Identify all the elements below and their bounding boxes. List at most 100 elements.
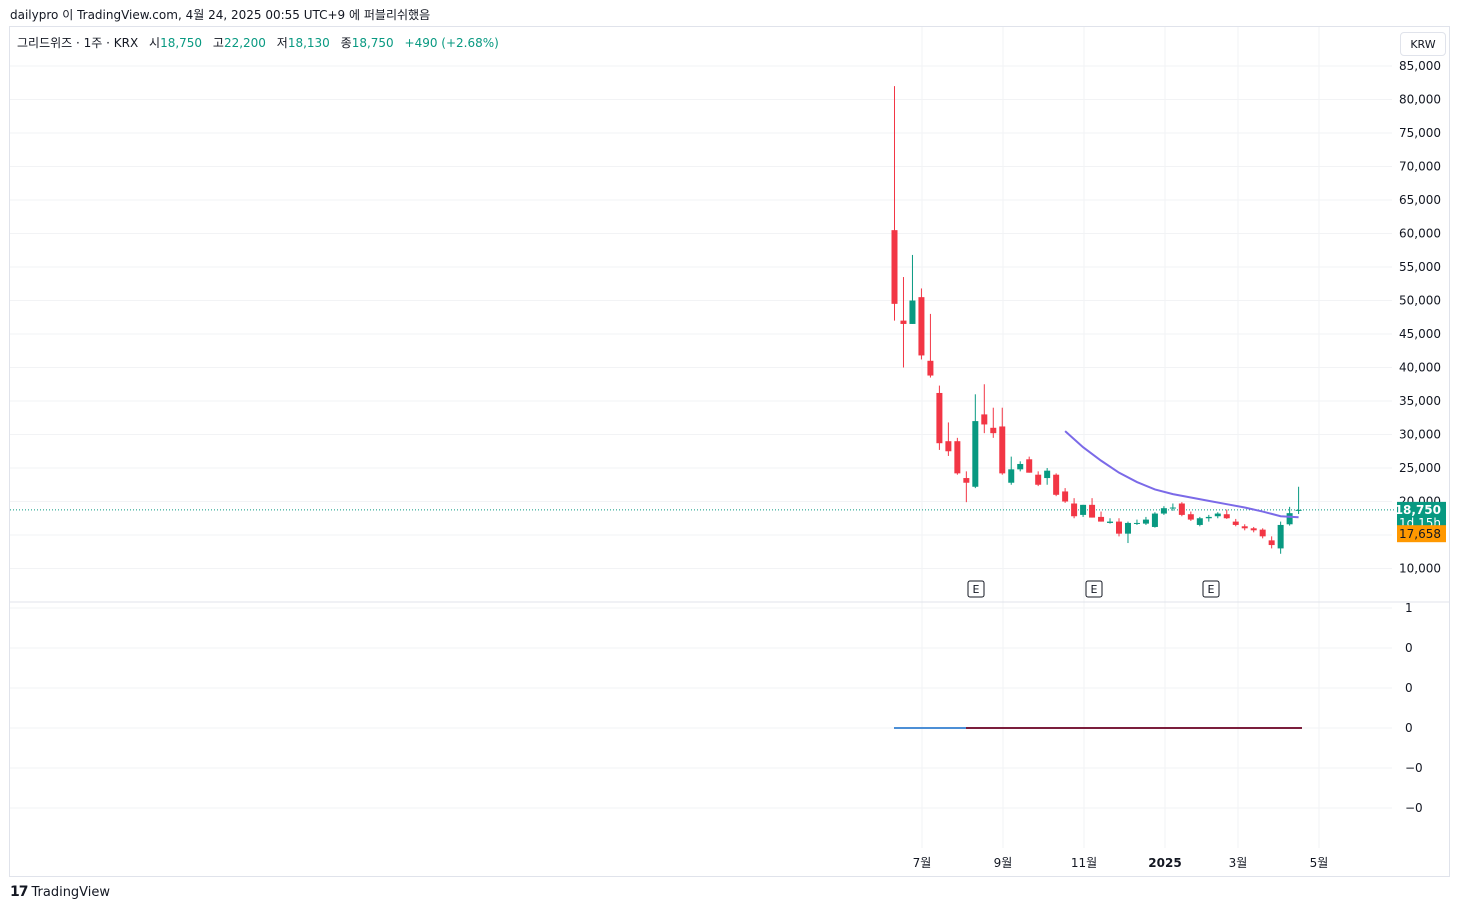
x-axis-tick-label: 11월 <box>1071 856 1097 870</box>
x-axis-tick-label: 2025 <box>1148 856 1181 870</box>
earnings-marker <box>1202 580 1220 598</box>
candle-body <box>1259 529 1266 537</box>
footer-logo-text[interactable]: TradingView <box>31 884 111 900</box>
candle-body <box>1035 474 1042 485</box>
y-axis-tick-label: 60,000 <box>1399 227 1441 241</box>
y-axis-tick-label: 25,000 <box>1399 461 1441 475</box>
candle-body <box>1098 516 1105 522</box>
candle-body <box>1286 513 1293 525</box>
candle-body <box>1133 522 1140 524</box>
candle-body <box>990 427 997 434</box>
lower-pane-tick-label: 0 <box>1405 681 1413 695</box>
candle-body <box>900 320 907 324</box>
y-axis-tick-label: 55,000 <box>1399 260 1441 274</box>
candle-body <box>1071 503 1078 517</box>
lower-pane-tick-label: 0 <box>1405 641 1413 655</box>
candle-body <box>1160 508 1167 514</box>
y-axis-tick-label: 65,000 <box>1399 193 1441 207</box>
candle-body <box>1178 503 1185 515</box>
x-axis-tick-label: 7월 <box>913 856 932 870</box>
earnings-marker-label: E <box>1091 583 1098 596</box>
candle-body <box>963 478 970 483</box>
platform-name: TradingView.com <box>77 8 178 22</box>
y-axis-tick-label: 40,000 <box>1399 361 1441 375</box>
change-value: +490 (+2.68%) <box>404 36 499 50</box>
lower-pane-tick-label: −0 <box>1405 801 1423 815</box>
candle-body <box>999 426 1006 474</box>
candle-body <box>1008 469 1015 483</box>
high-value: 22,200 <box>223 36 266 50</box>
earnings-marker-label: E <box>1208 583 1215 596</box>
candle-body <box>1223 514 1230 519</box>
low-label: 저 <box>276 36 288 50</box>
candle-body <box>1089 504 1096 518</box>
candle-body <box>981 414 988 425</box>
candle-body <box>1277 524 1284 549</box>
candle-body <box>1107 521 1114 523</box>
earnings-marker-label: E <box>973 583 980 596</box>
y-axis-tick-label: 75,000 <box>1399 126 1441 140</box>
y-axis-tick-label: 70,000 <box>1399 160 1441 174</box>
candle-body <box>972 421 979 487</box>
last-price-badge-value: 18,750 <box>1395 503 1441 517</box>
open-value: 18,750 <box>160 36 203 50</box>
x-axis-tick-label: 5월 <box>1310 856 1329 870</box>
lower-pane-tick-label: 1 <box>1405 601 1413 615</box>
publisher-name[interactable]: dailypro <box>10 8 59 22</box>
tradingview-logo-icon[interactable]: 17 <box>10 884 29 900</box>
header-text-2: 에 퍼블리쉬했음 <box>349 8 431 22</box>
candle-body <box>1151 513 1158 527</box>
symbol-label[interactable]: 그리드위즈 · 1주 · KRX <box>17 36 139 50</box>
high-label: 고 <box>212 36 224 50</box>
x-axis-tick-label: 9월 <box>994 856 1013 870</box>
x-axis-tick-label: 3월 <box>1229 856 1248 870</box>
currency-button[interactable]: KRW <box>1400 32 1446 56</box>
y-axis-tick-label: 10,000 <box>1399 562 1441 576</box>
close-label: 종 <box>340 36 352 50</box>
earnings-marker <box>1085 580 1103 598</box>
candle-body <box>1124 522 1131 534</box>
candle-body <box>909 300 916 324</box>
open-label: 시 <box>149 36 161 50</box>
ma-value-badge-text: 17,658 <box>1399 527 1441 541</box>
y-axis-tick-label: 30,000 <box>1399 428 1441 442</box>
candle-body <box>1116 521 1122 534</box>
candle-body <box>1080 504 1087 515</box>
chart-frame <box>9 26 1450 877</box>
candle-body <box>1196 518 1203 525</box>
candle-body <box>936 392 943 444</box>
lower-pane-tick-label: 0 <box>1405 721 1413 735</box>
candle-body <box>1044 470 1051 479</box>
publish-header: dailypro 이 TradingView.com, 4월 24, 2025 … <box>10 8 431 22</box>
candle-body <box>1241 526 1248 529</box>
candle-body <box>918 297 925 356</box>
candle-body <box>1268 540 1275 546</box>
y-axis-tick-label: 85,000 <box>1399 59 1441 73</box>
candle-body <box>1214 513 1221 517</box>
y-axis-tick-label: 35,000 <box>1399 394 1441 408</box>
y-axis-tick-label: 45,000 <box>1399 327 1441 341</box>
candle-body <box>891 230 898 304</box>
candle-body <box>1142 519 1149 524</box>
low-value: 18,130 <box>287 36 330 50</box>
lower-pane-tick-label: −0 <box>1405 761 1423 775</box>
candle-body <box>1187 514 1194 520</box>
y-axis-tick-label: 80,000 <box>1399 93 1441 107</box>
candle-body <box>1017 463 1024 470</box>
candle-body <box>1062 491 1069 502</box>
header-text-1: 이 <box>62 8 74 22</box>
ma-value-badge <box>1397 525 1446 543</box>
candle-body <box>927 360 934 376</box>
candle-body <box>1232 521 1239 525</box>
publish-date: 4월 24, 2025 00:55 UTC+9 <box>185 8 346 22</box>
y-axis-tick-label: 50,000 <box>1399 294 1441 308</box>
earnings-marker <box>967 580 985 598</box>
candle-body <box>954 441 961 474</box>
candle-body <box>1169 507 1176 509</box>
candle-body <box>1250 528 1257 531</box>
close-value: 18,750 <box>351 36 394 50</box>
moving-average-line <box>1064 430 1299 519</box>
candle-body <box>945 441 952 452</box>
candle-body <box>1053 474 1060 495</box>
